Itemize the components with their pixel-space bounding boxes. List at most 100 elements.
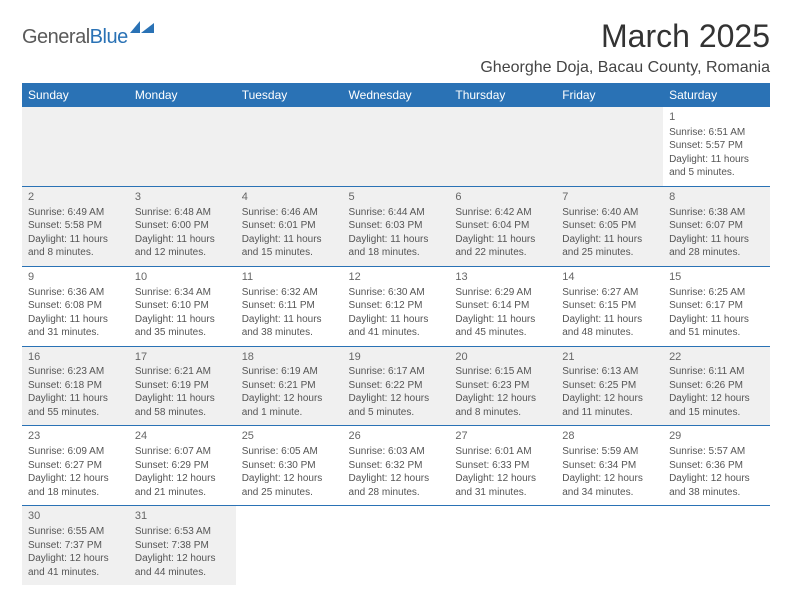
daylight-text: Daylight: 12 hours and 1 minute.: [242, 392, 337, 419]
sunrise-text: Sunrise: 6:42 AM: [455, 206, 550, 220]
calendar-cell: 2Sunrise: 6:49 AMSunset: 5:58 PMDaylight…: [22, 186, 129, 266]
sunrise-text: Sunrise: 6:38 AM: [669, 206, 764, 220]
sunset-text: Sunset: 5:57 PM: [669, 139, 764, 153]
day-number: 12: [349, 270, 444, 285]
calendar-cell: 24Sunrise: 6:07 AMSunset: 6:29 PMDayligh…: [129, 426, 236, 506]
daylight-text: Daylight: 12 hours and 15 minutes.: [669, 392, 764, 419]
flag-icon: [130, 21, 156, 42]
day-number: 31: [135, 509, 230, 524]
sunrise-text: Sunrise: 6:51 AM: [669, 126, 764, 140]
day-number: 10: [135, 270, 230, 285]
logo-text-blue: Blue: [90, 26, 128, 49]
sunset-text: Sunset: 6:22 PM: [349, 379, 444, 393]
day-number: 19: [349, 350, 444, 365]
day-header: Friday: [556, 83, 663, 107]
day-number: 3: [135, 190, 230, 205]
sunrise-text: Sunrise: 6:48 AM: [135, 206, 230, 220]
calendar-head: SundayMondayTuesdayWednesdayThursdayFrid…: [22, 83, 770, 107]
daylight-text: Daylight: 11 hours and 51 minutes.: [669, 313, 764, 340]
daylight-text: Daylight: 11 hours and 58 minutes.: [135, 392, 230, 419]
day-number: 7: [562, 190, 657, 205]
calendar-cell: 29Sunrise: 5:57 AMSunset: 6:36 PMDayligh…: [663, 426, 770, 506]
day-header: Thursday: [449, 83, 556, 107]
sunrise-text: Sunrise: 6:30 AM: [349, 286, 444, 300]
sunset-text: Sunset: 6:04 PM: [455, 219, 550, 233]
daylight-text: Daylight: 11 hours and 22 minutes.: [455, 233, 550, 260]
sunset-text: Sunset: 6:00 PM: [135, 219, 230, 233]
day-number: 13: [455, 270, 550, 285]
daylight-text: Daylight: 11 hours and 15 minutes.: [242, 233, 337, 260]
sunrise-text: Sunrise: 6:21 AM: [135, 365, 230, 379]
sunset-text: Sunset: 6:12 PM: [349, 299, 444, 313]
day-number: 29: [669, 429, 764, 444]
day-number: 5: [349, 190, 444, 205]
sunset-text: Sunset: 7:38 PM: [135, 539, 230, 553]
calendar-body: 1Sunrise: 6:51 AMSunset: 5:57 PMDaylight…: [22, 107, 770, 585]
day-number: 8: [669, 190, 764, 205]
sunset-text: Sunset: 6:17 PM: [669, 299, 764, 313]
sunrise-text: Sunrise: 5:57 AM: [669, 445, 764, 459]
daylight-text: Daylight: 12 hours and 25 minutes.: [242, 472, 337, 499]
calendar-cell: 14Sunrise: 6:27 AMSunset: 6:15 PMDayligh…: [556, 266, 663, 346]
sunrise-text: Sunrise: 6:34 AM: [135, 286, 230, 300]
calendar-cell: [22, 107, 129, 186]
day-number: 22: [669, 350, 764, 365]
day-number: 2: [28, 190, 123, 205]
calendar-cell: 15Sunrise: 6:25 AMSunset: 6:17 PMDayligh…: [663, 266, 770, 346]
sunset-text: Sunset: 6:14 PM: [455, 299, 550, 313]
daylight-text: Daylight: 11 hours and 31 minutes.: [28, 313, 123, 340]
sunrise-text: Sunrise: 6:55 AM: [28, 525, 123, 539]
sunrise-text: Sunrise: 6:46 AM: [242, 206, 337, 220]
day-number: 11: [242, 270, 337, 285]
sunrise-text: Sunrise: 6:44 AM: [349, 206, 444, 220]
sunset-text: Sunset: 6:36 PM: [669, 459, 764, 473]
daylight-text: Daylight: 11 hours and 35 minutes.: [135, 313, 230, 340]
sunset-text: Sunset: 6:19 PM: [135, 379, 230, 393]
daylight-text: Daylight: 11 hours and 5 minutes.: [669, 153, 764, 180]
day-number: 25: [242, 429, 337, 444]
daylight-text: Daylight: 12 hours and 5 minutes.: [349, 392, 444, 419]
daylight-text: Daylight: 12 hours and 34 minutes.: [562, 472, 657, 499]
sunset-text: Sunset: 6:30 PM: [242, 459, 337, 473]
sunset-text: Sunset: 6:21 PM: [242, 379, 337, 393]
daylight-text: Daylight: 12 hours and 18 minutes.: [28, 472, 123, 499]
day-number: 26: [349, 429, 444, 444]
calendar-cell: [556, 107, 663, 186]
sunrise-text: Sunrise: 6:03 AM: [349, 445, 444, 459]
sunrise-text: Sunrise: 6:23 AM: [28, 365, 123, 379]
calendar-cell: [343, 506, 450, 585]
sunset-text: Sunset: 6:33 PM: [455, 459, 550, 473]
calendar-cell: 9Sunrise: 6:36 AMSunset: 6:08 PMDaylight…: [22, 266, 129, 346]
day-header: Saturday: [663, 83, 770, 107]
daylight-text: Daylight: 12 hours and 8 minutes.: [455, 392, 550, 419]
sunset-text: Sunset: 6:32 PM: [349, 459, 444, 473]
sunrise-text: Sunrise: 6:27 AM: [562, 286, 657, 300]
calendar-cell: [236, 506, 343, 585]
sunset-text: Sunset: 6:07 PM: [669, 219, 764, 233]
sunset-text: Sunset: 6:11 PM: [242, 299, 337, 313]
day-number: 20: [455, 350, 550, 365]
calendar-cell: 13Sunrise: 6:29 AMSunset: 6:14 PMDayligh…: [449, 266, 556, 346]
calendar-cell: 3Sunrise: 6:48 AMSunset: 6:00 PMDaylight…: [129, 186, 236, 266]
sunrise-text: Sunrise: 6:36 AM: [28, 286, 123, 300]
day-number: 15: [669, 270, 764, 285]
calendar-cell: 22Sunrise: 6:11 AMSunset: 6:26 PMDayligh…: [663, 346, 770, 426]
daylight-text: Daylight: 11 hours and 45 minutes.: [455, 313, 550, 340]
sunrise-text: Sunrise: 6:19 AM: [242, 365, 337, 379]
calendar-cell: [663, 506, 770, 585]
calendar-cell: [236, 107, 343, 186]
calendar-cell: [556, 506, 663, 585]
daylight-text: Daylight: 12 hours and 41 minutes.: [28, 552, 123, 579]
calendar-cell: 4Sunrise: 6:46 AMSunset: 6:01 PMDaylight…: [236, 186, 343, 266]
daylight-text: Daylight: 12 hours and 44 minutes.: [135, 552, 230, 579]
sunrise-text: Sunrise: 6:29 AM: [455, 286, 550, 300]
calendar-cell: 8Sunrise: 6:38 AMSunset: 6:07 PMDaylight…: [663, 186, 770, 266]
sunrise-text: Sunrise: 6:05 AM: [242, 445, 337, 459]
daylight-text: Daylight: 12 hours and 38 minutes.: [669, 472, 764, 499]
sunrise-text: Sunrise: 6:40 AM: [562, 206, 657, 220]
month-title: March 2025: [480, 18, 770, 55]
sunrise-text: Sunrise: 6:25 AM: [669, 286, 764, 300]
calendar-cell: [449, 506, 556, 585]
day-number: 27: [455, 429, 550, 444]
sunset-text: Sunset: 6:03 PM: [349, 219, 444, 233]
